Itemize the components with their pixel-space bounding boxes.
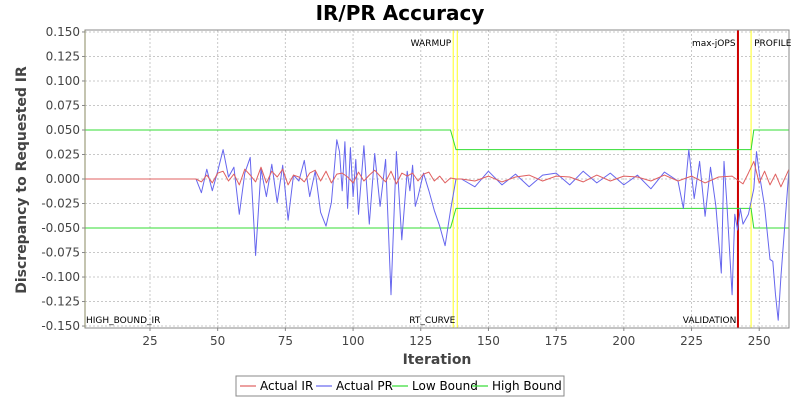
- x-axis-label: Iteration: [403, 352, 472, 368]
- phase-marker-label: max-jOPS: [692, 39, 736, 49]
- chart-title: IR/PR Accuracy: [316, 1, 485, 25]
- y-tick-label: -0.050: [41, 221, 80, 235]
- x-tick-label: 150: [477, 334, 500, 348]
- legend-entry: Actual IR: [260, 379, 313, 393]
- series-line-actual-pr: [85, 139, 790, 321]
- x-tick-label: 225: [680, 334, 703, 348]
- x-tick-label: 75: [278, 334, 293, 348]
- phase-marker-label: VALIDATION: [683, 316, 737, 326]
- y-tick-label: 0.000: [46, 172, 80, 186]
- y-tick-label: -0.025: [41, 197, 80, 211]
- series-lines: [85, 129, 790, 321]
- y-axis-label: Discrepancy to Requested IR: [14, 66, 30, 294]
- y-tick-label: 0.025: [46, 147, 80, 161]
- x-tick-label: 175: [545, 334, 568, 348]
- x-tick-label: 200: [612, 334, 635, 348]
- legend: Actual IR Actual PR Low Bound High Bound: [235, 375, 565, 397]
- series-line-low-bound: [85, 207, 789, 229]
- x-tick-label: 250: [748, 334, 771, 348]
- y-tick-label: 0.100: [46, 74, 80, 88]
- y-tick-label: -0.075: [41, 246, 80, 260]
- legend-entry: Low Bound: [412, 379, 478, 393]
- series-line-high-bound: [85, 129, 789, 151]
- x-tick-label: 100: [342, 334, 365, 348]
- axes: 25 50 75 100 125 150 175 200 225 250 0.150 0.125 0.1…: [41, 25, 790, 348]
- legend-entry: High Bound: [492, 379, 562, 393]
- phase-marker-label: PROFILE: [754, 39, 792, 49]
- phase-marker-label: RT_CURVE: [409, 316, 455, 326]
- y-tick-label: 0.050: [46, 123, 80, 137]
- legend-entry: Actual PR: [336, 379, 393, 393]
- phase-marker-label: HIGH_BOUND_IR: [86, 316, 160, 326]
- series-line-actual-ir: [85, 160, 790, 188]
- y-tick-label: 0.150: [46, 25, 80, 39]
- x-tick-label: 125: [409, 334, 432, 348]
- phase-marker-label: WARMUP: [411, 39, 452, 49]
- phase-marker-labels: HIGH_BOUND_IR WARMUP RT_CURVE max-jOPS VALID…: [86, 39, 792, 326]
- y-tick-label: -0.150: [41, 319, 80, 333]
- y-tick-label: -0.100: [41, 270, 80, 284]
- y-tick-label: 0.125: [46, 49, 80, 63]
- x-tick-label: 25: [142, 334, 157, 348]
- y-tick-label: -0.125: [41, 295, 80, 309]
- x-tick-label: 50: [210, 334, 225, 348]
- y-tick-label: 0.075: [46, 98, 80, 112]
